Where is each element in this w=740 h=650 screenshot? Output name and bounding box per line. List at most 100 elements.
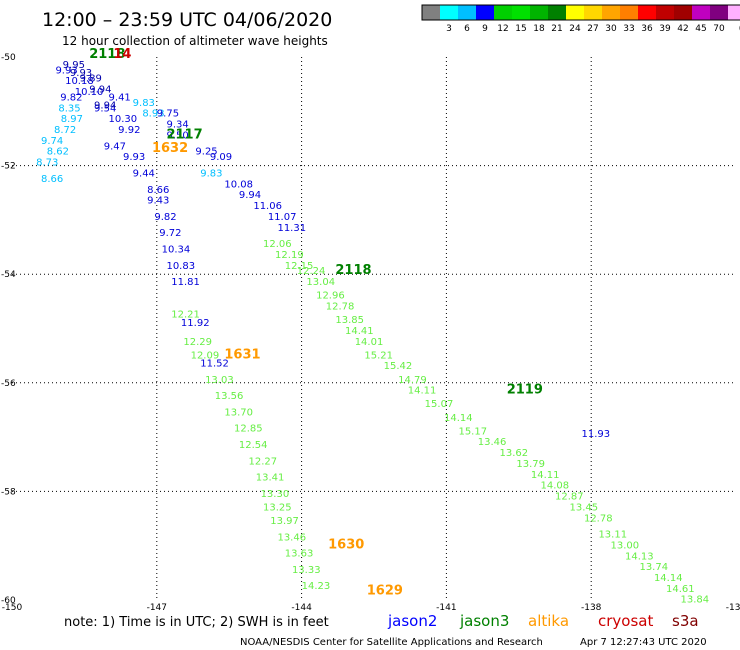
wave-height-point: 11.31 (277, 223, 306, 234)
x-tick-label: -141 (436, 603, 456, 613)
wave-height-point: 9.47 (104, 141, 126, 152)
wave-height-point: 12.09 (191, 350, 220, 361)
wave-height-point: 8.66 (41, 174, 63, 185)
wave-height-point: 9.34 (166, 120, 188, 131)
legend-label: 30 (605, 24, 617, 34)
wave-height-point: 10.30 (109, 114, 138, 125)
legend-label: 42 (677, 24, 688, 34)
wave-height-point: 13.62 (499, 448, 528, 459)
wave-height-point: 11.81 (171, 277, 200, 288)
y-tick-label: -56 (1, 379, 16, 389)
wave-height-point: 13.03 (205, 375, 234, 386)
wave-height-point: 13.46 (277, 532, 306, 543)
wave-height-point: 12.21 (171, 310, 200, 321)
wave-height-point: 9.89 (80, 73, 102, 84)
chart-axes: -150 -147 -144 -141 -138 -135 -50 -52 -54 -56 -58 -… (1, 53, 740, 613)
wave-height-point: 11.06 (253, 201, 282, 212)
footer-credit: NOAA/NESDIS Center for Satellite Applica… (240, 637, 543, 648)
wave-height-point: 13.56 (215, 391, 244, 402)
wave-height-point: 14.08 (541, 481, 570, 492)
satellite-name: jason3 (459, 612, 509, 630)
wave-height-point: 12.96 (316, 291, 345, 302)
legend-swatch (440, 5, 458, 20)
wave-height-point: 13.74 (639, 562, 668, 573)
wave-height-point: 9.94 (239, 190, 261, 201)
wave-height-point: 13.41 (256, 473, 285, 484)
wave-height-point: 12.06 (263, 239, 292, 250)
y-tick-label: -60 (1, 596, 16, 606)
wave-height-point: 10.18 (65, 76, 94, 87)
legend-swatch (602, 5, 620, 20)
pass-labels: 21181421171632211816312119212016301629 (89, 47, 543, 599)
x-tick-label: -138 (581, 603, 602, 613)
pass-number-label: 1630 (328, 537, 364, 552)
wave-height-point: 14.23 (302, 581, 331, 592)
wave-height-point: 8.35 (58, 103, 80, 114)
wave-height-point: 8.73 (36, 158, 58, 169)
wave-height-point: 9.72 (159, 228, 181, 239)
wave-height-point: 9.74 (41, 136, 63, 147)
wave-height-point: 15.42 (384, 361, 413, 372)
pass-number-label: 2117 (166, 127, 202, 142)
legend-swatch (530, 5, 548, 20)
x-tick-label: -144 (291, 603, 312, 613)
chart-grid (12, 57, 736, 600)
wave-height-point: 9.94 (89, 84, 111, 95)
wave-height-point: 12.85 (234, 424, 263, 435)
legend-swatch (584, 5, 602, 20)
wave-height-point: 13.85 (335, 315, 364, 326)
legend-label: 39 (659, 24, 671, 34)
wave-height-point: 9.54 (94, 103, 116, 114)
wave-height-point: 12.54 (239, 440, 268, 451)
wave-height-point: 12.78 (584, 513, 613, 524)
y-tick-label: -50 (1, 53, 16, 63)
wave-height-point: 14.13 (625, 551, 654, 562)
wave-height-point: 13.84 (680, 595, 709, 606)
pass-number-label: 14 (113, 47, 131, 62)
legend-label: 3 (446, 24, 452, 34)
legend-swatch (422, 5, 440, 20)
wave-height-point: 15.21 (364, 350, 393, 361)
legend-label: 27 (587, 24, 598, 34)
wave-height-point: 11.93 (582, 429, 611, 440)
legend-label: 12 (497, 24, 508, 34)
legend-label: 70 (713, 24, 725, 34)
legend-label: 21 (551, 24, 562, 34)
x-tick-label: -147 (147, 603, 167, 613)
pass-number-label: 2118 (89, 47, 125, 62)
pass-number-label: 1629 (367, 584, 403, 599)
wave-height-point: 12.87 (555, 492, 584, 503)
wave-height-point: 12.27 (249, 456, 278, 467)
wave-height-point: 12.24 (297, 266, 326, 277)
wave-height-point: 9.83 (200, 168, 222, 179)
wave-height-point: 10.10 (75, 87, 104, 98)
wave-height-point: 12.29 (183, 337, 212, 348)
x-tick-label: -150 (2, 603, 23, 613)
legend-frame (421, 4, 740, 21)
x-tick-label: -135 (726, 603, 740, 613)
wave-height-point: 12.19 (275, 250, 304, 261)
wave-height-point: 14.41 (345, 326, 374, 337)
wave-height-point: 13.11 (598, 530, 627, 541)
legend-unit: (ft) (739, 24, 740, 34)
y-tick-label: -52 (1, 162, 16, 172)
wave-height-point: 9.44 (133, 168, 155, 179)
wave-height-point: 14.79 (398, 375, 427, 386)
legend-swatch (728, 5, 740, 20)
legend-swatch (674, 5, 692, 20)
wave-height-point: 12.15 (285, 261, 314, 272)
wave-height-point: 14.14 (444, 413, 473, 424)
pass-number-label: 2119 (507, 383, 543, 398)
wave-height-point: 13.04 (306, 277, 335, 288)
wave-height-point: 10.83 (166, 261, 195, 272)
legend-swatch (494, 5, 512, 20)
footer-timestamp: Apr 7 12:27:43 UTC 2020 (580, 637, 707, 648)
pass-number-label: 2118 (335, 263, 371, 278)
wave-height-point: 9.09 (210, 152, 232, 163)
wave-height-point: 13.63 (285, 549, 314, 560)
wave-height-point: 9.94 (94, 101, 116, 112)
footer-note: note: 1) Time is in UTC; 2) SWH is in fe… (64, 615, 329, 630)
legend-swatch (512, 5, 530, 20)
legend-swatch (656, 5, 674, 20)
